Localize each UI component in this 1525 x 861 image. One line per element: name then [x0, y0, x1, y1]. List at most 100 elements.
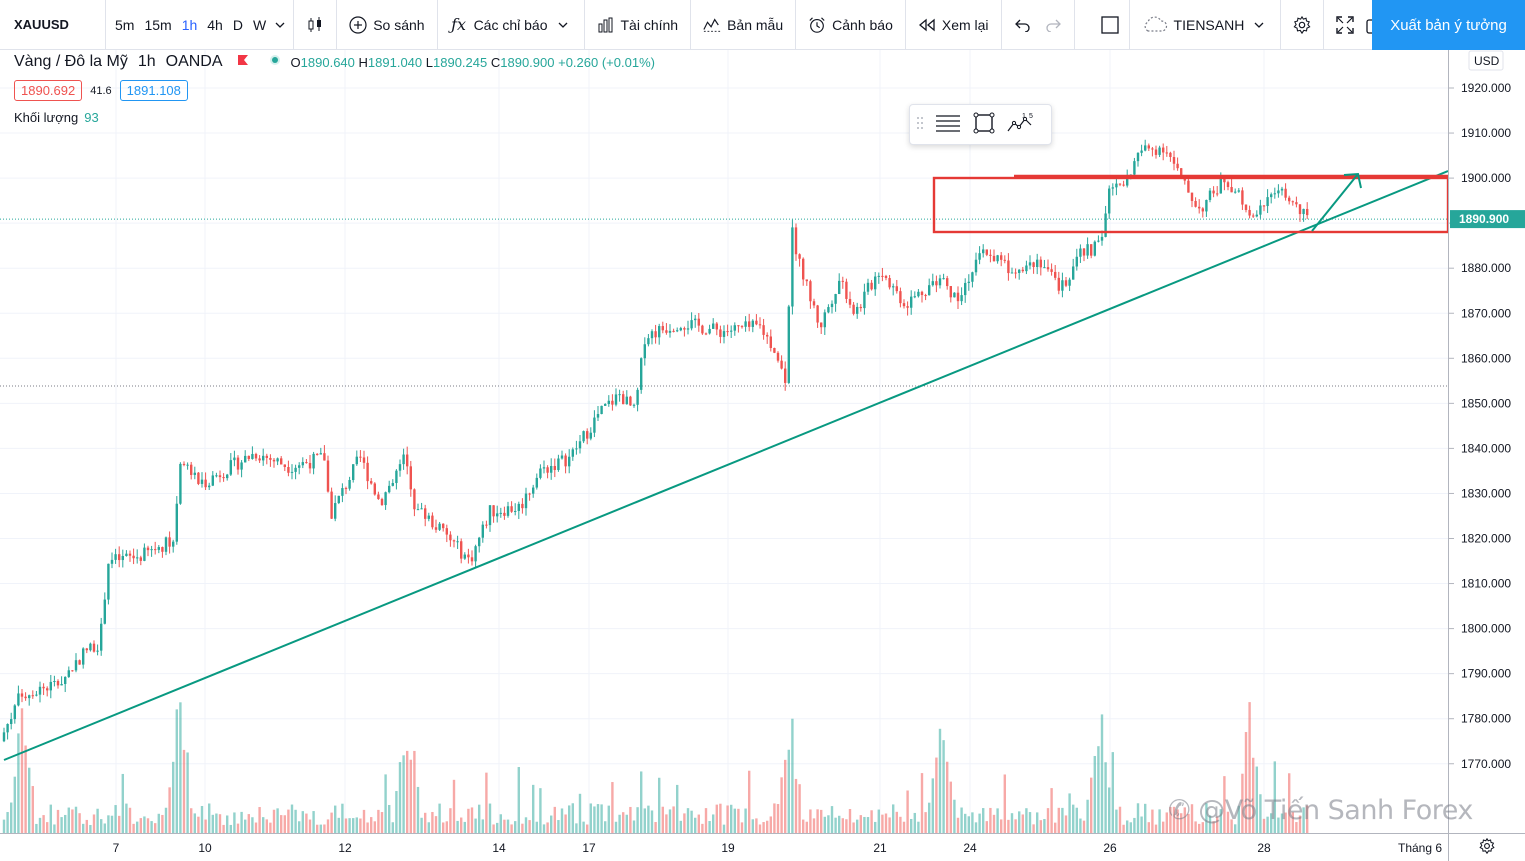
candle [434, 519, 438, 533]
candle [330, 487, 333, 519]
volume-bar [251, 817, 254, 833]
rectangle-tool-icon[interactable] [972, 111, 996, 138]
compare-button[interactable]: So sánh [343, 8, 430, 42]
volume-bar [1270, 813, 1273, 833]
drag-handle-icon[interactable] [916, 115, 924, 134]
interval-dropdown-chevron-icon[interactable] [271, 8, 289, 42]
buy-price-button[interactable]: 1891.108 [119, 80, 188, 101]
settings-button[interactable] [1287, 8, 1317, 42]
candle [128, 550, 132, 562]
candle [535, 473, 538, 490]
candle [974, 252, 978, 276]
candle [103, 592, 106, 625]
symbol-legend[interactable]: Vàng / Đô la Mỹ 1h OANDA O1890.640 H1891… [14, 52, 655, 72]
symbol-search[interactable]: XAUUSD [0, 0, 106, 49]
candle [780, 355, 783, 370]
candle [1140, 144, 1143, 157]
fullscreen-button[interactable] [1330, 8, 1360, 42]
candle [1234, 188, 1237, 194]
interval-5m[interactable]: 5m [115, 16, 135, 33]
currency-label[interactable]: USD [1468, 50, 1504, 71]
interval-15m[interactable]: 15m [144, 16, 172, 33]
settings-group [1281, 0, 1325, 49]
sell-price-button[interactable]: 1890.692 [14, 80, 83, 101]
volume-legend[interactable]: Khối lượng 93 [14, 110, 655, 125]
saved-layout-button[interactable]: TIENSANH [1136, 8, 1275, 42]
candlestick-icon[interactable] [300, 8, 330, 42]
redo-button[interactable] [1038, 8, 1068, 42]
volume-bar [575, 823, 578, 833]
time-axis[interactable]: 7 10 12 14 17 19 21 24 26 28 Tháng 6 [0, 833, 1448, 861]
candle [776, 351, 780, 363]
candle [791, 219, 794, 315]
trendline[interactable] [3, 170, 1449, 761]
volume-bar [618, 814, 621, 833]
candle [1068, 277, 1071, 292]
volume-bar [697, 814, 700, 833]
candle [1176, 157, 1179, 171]
volume-bar [190, 808, 193, 833]
volume-bar [1028, 812, 1032, 833]
indicators-button[interactable]: ƒx Các chỉ báo [444, 8, 578, 42]
candle [74, 653, 78, 673]
projection-arrow[interactable] [1311, 172, 1362, 232]
candle [726, 324, 729, 337]
volume-bar [1205, 803, 1208, 833]
symbol-description: Vàng / Đô la Mỹ [14, 53, 128, 70]
candle [272, 458, 276, 468]
volume-bar [402, 755, 405, 833]
candle [38, 681, 42, 703]
candle [474, 544, 477, 569]
price-chart[interactable] [0, 50, 1450, 833]
volume-value: 93 [84, 110, 99, 125]
publish-idea-button[interactable]: Xuất bản ý tưởng [1372, 0, 1525, 50]
volume-bar [344, 818, 348, 833]
interval-W[interactable]: W [252, 16, 267, 33]
volume-bar [438, 803, 441, 833]
candle [802, 257, 805, 286]
templates-label: Bản mẫu [727, 16, 784, 33]
volume-bar [596, 804, 600, 833]
chart-settings-corner[interactable] [1448, 833, 1525, 861]
candle [200, 472, 204, 488]
alert-button[interactable]: Cảnh báo [802, 8, 899, 42]
interval-4h[interactable]: 4h [207, 16, 223, 33]
volume-bar [496, 822, 499, 833]
candle [452, 539, 456, 548]
replay-button[interactable]: Xem lại [912, 8, 995, 42]
candle [463, 552, 466, 560]
candle [20, 688, 24, 703]
candle [1043, 259, 1046, 269]
interval-D[interactable]: D [232, 16, 243, 33]
resistance-zone-rectangle[interactable] [932, 176, 1450, 234]
volume-bar [269, 822, 272, 833]
chart-pane[interactable] [0, 50, 1450, 833]
candle [550, 458, 553, 480]
undo-button[interactable] [1008, 8, 1038, 42]
volume-bar [852, 822, 855, 833]
price-axis[interactable]: 1920.0001910.0001900.0001890.0001880.000… [1448, 50, 1525, 833]
layout-checkbox[interactable] [1095, 8, 1125, 42]
symbol-label[interactable]: XAUUSD [14, 17, 69, 32]
candle [499, 507, 502, 518]
templates-button[interactable]: Bản mẫu [697, 8, 789, 42]
price-axis-scale[interactable]: 1920.0001910.0001900.0001890.0001880.000… [1449, 50, 1525, 833]
candle [305, 458, 308, 464]
interval-1h[interactable]: 1h [181, 16, 198, 33]
volume-bar [665, 814, 668, 833]
candle [1154, 145, 1158, 159]
candle [301, 457, 304, 469]
volume-bar [110, 815, 114, 833]
time-axis-scale[interactable]: 7 10 12 14 17 19 21 24 26 28 Tháng 6 [0, 834, 1448, 861]
candle [650, 329, 654, 345]
financials-button[interactable]: Tài chính [591, 8, 685, 42]
low-label: L [425, 54, 433, 70]
line-style-icon[interactable] [934, 112, 962, 137]
candle [168, 531, 171, 554]
volume-bar [128, 807, 132, 833]
gear-icon[interactable] [1479, 837, 1495, 857]
candle [622, 390, 625, 405]
candle [575, 440, 578, 455]
candle [1003, 255, 1006, 264]
